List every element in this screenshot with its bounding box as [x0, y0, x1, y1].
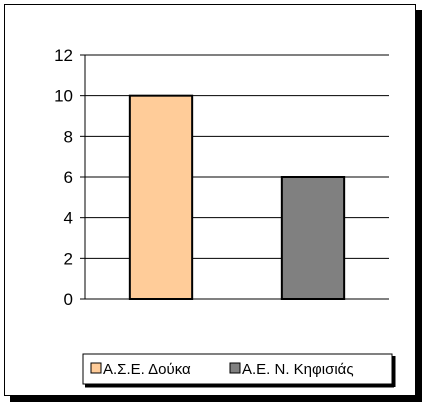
- legend-swatch-kifisias: [229, 362, 241, 374]
- bars: [128, 94, 346, 300]
- y-tick-label: 4: [64, 209, 73, 228]
- y-tick-label: 2: [64, 249, 73, 268]
- y-tick-label: 8: [64, 127, 73, 146]
- bar-0: [128, 94, 194, 300]
- bar-1: [280, 176, 346, 300]
- y-tick-label: 6: [64, 168, 73, 187]
- chart-frame: 0 2 4 6 8 10 12 Α.Σ.Ε. Δούκα Α.Ε. Ν. Κηφισιάς: [4, 4, 416, 396]
- y-tick-labels: 0 2 4 6 8 10 12: [54, 46, 85, 309]
- legend: Α.Σ.Ε. Δούκα Α.Ε. Ν. Κηφισιάς: [82, 353, 396, 388]
- legend-label-kifisias: Α.Ε. Ν. Κηφισιάς: [242, 361, 354, 378]
- y-tick-label: 12: [54, 46, 73, 65]
- bar-chart: 0 2 4 6 8 10 12 Α.Σ.Ε. Δούκα Α.Ε. Ν. Κηφισιάς: [54, 46, 396, 388]
- y-tick-label: 10: [54, 87, 73, 106]
- legend-swatch-doukas: [90, 362, 102, 374]
- legend-label-doukas: Α.Σ.Ε. Δούκα: [103, 361, 191, 378]
- y-tick-label: 0: [64, 290, 73, 309]
